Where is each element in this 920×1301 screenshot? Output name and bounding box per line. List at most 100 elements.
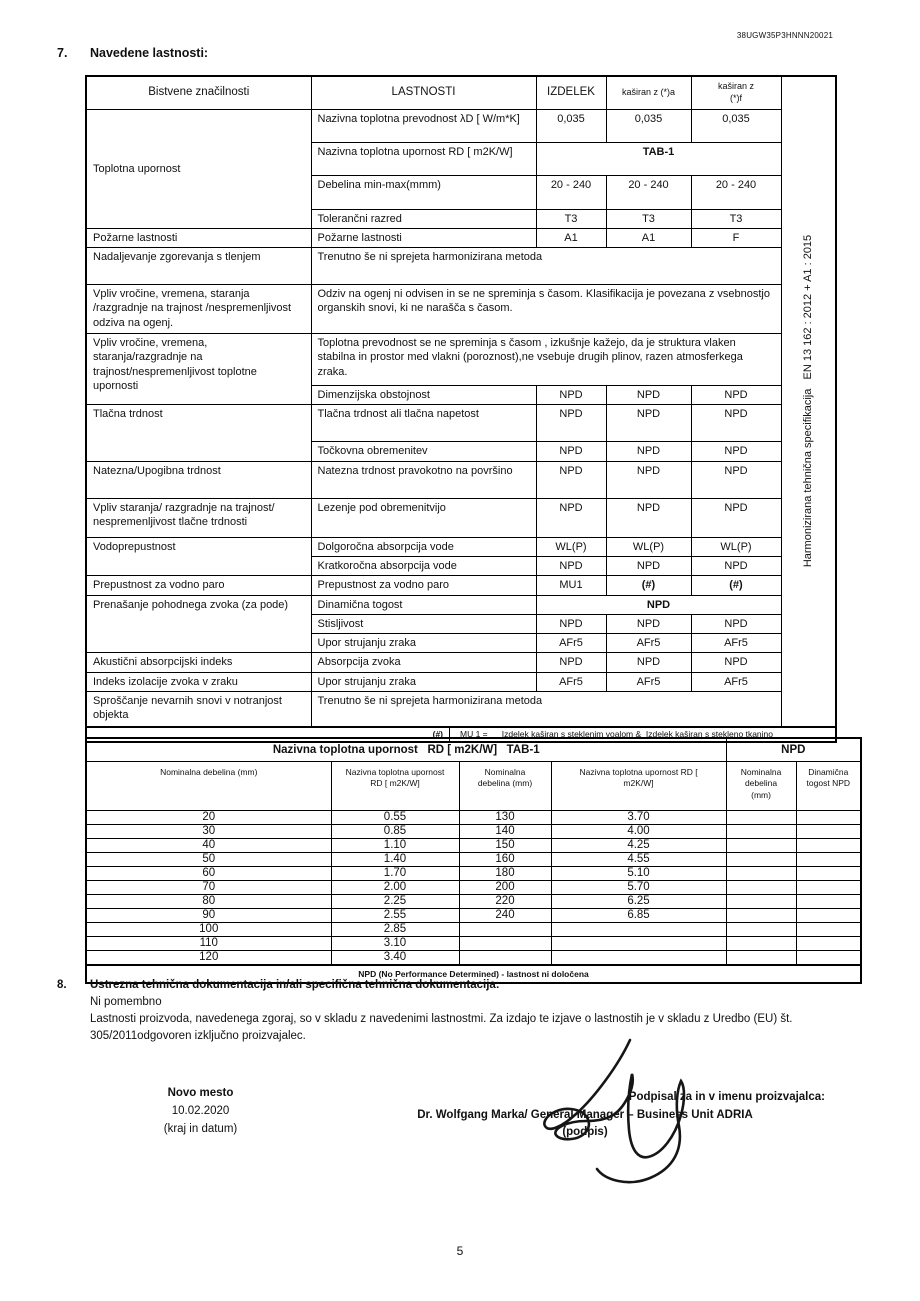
t2-header-resistance-1: Nazivna toplotna upornost RD [ m2K/W] xyxy=(330,761,460,811)
t2-cell xyxy=(725,936,797,951)
t1-label: Vpliv staranja/ razgradnje na trajnost/ … xyxy=(85,497,312,538)
t2-cell xyxy=(795,922,862,937)
section7-title: Navedene lastnosti: xyxy=(90,46,209,60)
t1-value: NPD xyxy=(690,460,782,499)
t2-cell: 3.70 xyxy=(550,810,727,825)
harmonised-spec-column: Harmonizirana tehnična specifikacija EN … xyxy=(780,75,837,728)
footnote-mark: (#) xyxy=(87,728,450,741)
t2-cell xyxy=(725,950,797,966)
t1-value: AFr5 xyxy=(690,633,782,654)
t2-cell xyxy=(458,922,552,937)
t1-value: 20 - 240 xyxy=(605,174,692,210)
t2-header-dynamic-stiffness: Dinamična togost NPD xyxy=(795,761,862,811)
t1-value: NPD xyxy=(535,404,607,443)
t2-cell xyxy=(795,852,862,867)
t2-cell: 5.10 xyxy=(550,866,727,881)
t2-header-thickness-2: Nominalna debelina (mm) xyxy=(458,761,552,811)
t1-value: 0,035 xyxy=(535,108,607,143)
t1-label: Natezna/Upogibna trdnost xyxy=(85,460,312,499)
t1-property: Dolgoročna absorpcija vode xyxy=(310,536,537,557)
t1-property: Natezna trdnost pravokotno na površino xyxy=(310,460,537,499)
t2-cell: 1.40 xyxy=(330,852,460,867)
t2-cell: 120 xyxy=(85,950,332,966)
t2-cell: 2.25 xyxy=(330,894,460,909)
t1-value: NPD xyxy=(535,497,607,538)
t2-cell xyxy=(795,866,862,881)
section8-title: Ustrezna tehnična dokumentacija in/ali s… xyxy=(90,979,500,991)
t2-title: Nazivna toplotna upornost RD [ m2K/W] TA… xyxy=(85,737,727,762)
t2-cell: 240 xyxy=(458,908,552,923)
t1-value: (#) xyxy=(605,575,692,596)
t2-title-npd: NPD xyxy=(725,737,862,762)
document-code: 38UGW35P3HNNN20021 xyxy=(736,31,833,40)
t2-cell: 100 xyxy=(85,922,332,937)
declared-performance-table: Bistvene značilnosti LASTNOSTI IZDELEK k… xyxy=(85,75,837,743)
t1-value: NPD xyxy=(535,613,607,635)
t1-value: NPD xyxy=(690,385,782,406)
t2-cell xyxy=(725,922,797,937)
t1-property: Tlačna trdnost ali tlačna napetost xyxy=(310,404,537,443)
t1-value: NPD xyxy=(535,441,607,462)
t1-value: T3 xyxy=(690,208,782,229)
t1-property: Točkovna obremenitev xyxy=(310,441,537,462)
t1-value: 20 - 240 xyxy=(690,174,782,210)
t1-value: MU1 xyxy=(535,575,607,596)
t1-value: NPD xyxy=(690,555,782,577)
section7-heading: 7. Navedene lastnosti: xyxy=(57,46,208,60)
t2-cell: 140 xyxy=(458,824,552,839)
t2-cell xyxy=(795,880,862,895)
t1-header-faced-f: kaširan z (*)f xyxy=(690,75,782,110)
t1-note: Trenutno še ni sprejeta harmonizirana me… xyxy=(310,691,782,728)
t2-cell: 30 xyxy=(85,824,332,839)
section7-number: 7. xyxy=(57,46,68,60)
t1-property: Nazivna toplotna upornost RD [ m2K/W] xyxy=(310,141,537,176)
t2-header-resistance-2: Nazivna toplotna upornost RD [ m2K/W] xyxy=(550,761,727,811)
signature-place-block: Novo mesto 10.02.2020 (kraj in datum) xyxy=(128,1084,273,1138)
t2-cell: 70 xyxy=(85,880,332,895)
t2-header-thickness-1: Nominalna debelina (mm) xyxy=(85,761,332,811)
t2-cell: 40 xyxy=(85,838,332,853)
t2-cell: 6.85 xyxy=(550,908,727,923)
t2-cell: 6.25 xyxy=(550,894,727,909)
t1-label: Prenašanje pohodnega zvoka (za pode) xyxy=(85,594,312,654)
t1-label: Indeks izolacije zvoka v zraku xyxy=(85,671,312,693)
t1-value-tab1: TAB-1 xyxy=(535,141,782,176)
t2-cell xyxy=(550,950,727,966)
t2-cell: 160 xyxy=(458,852,552,867)
t1-header-faced-a: kaširan z (*)a xyxy=(605,75,692,110)
t1-property: Upor strujanju zraka xyxy=(310,633,537,654)
t1-value: WL(P) xyxy=(535,536,607,557)
t2-cell xyxy=(725,852,797,867)
t1-value: T3 xyxy=(605,208,692,229)
t1-property: Požarne lastnosti xyxy=(310,227,537,249)
t1-property: Absorpcija zvoka xyxy=(310,652,537,673)
t1-value: NPD xyxy=(605,555,692,577)
t1-value: NPD xyxy=(605,385,692,406)
t1-note: Trenutno še ni sprejeta harmonizirana me… xyxy=(310,247,782,286)
t1-value: AFr5 xyxy=(535,633,607,654)
t2-cell: 110 xyxy=(85,936,332,951)
t2-cell xyxy=(795,810,862,825)
t1-value: T3 xyxy=(535,208,607,229)
t1-label: Tlačna trdnost xyxy=(85,404,312,462)
t1-property: Debelina min-max(mmm) xyxy=(310,174,537,210)
t1-note: Odziv na ogenj ni odvisen in se ne sprem… xyxy=(310,284,782,335)
t1-value: NPD xyxy=(535,652,607,673)
t2-cell xyxy=(795,824,862,839)
t2-cell: 2.00 xyxy=(330,880,460,895)
t2-cell: 4.00 xyxy=(550,824,727,839)
t1-property: Upor strujanju zraka xyxy=(310,671,537,693)
t2-cell: 4.55 xyxy=(550,852,727,867)
t1-value: NPD xyxy=(605,652,692,673)
section8-number: 8. xyxy=(57,979,67,991)
t2-cell: 5.70 xyxy=(550,880,727,895)
t2-footer-note: NPD (No Performance Determined) - lastno… xyxy=(84,964,863,984)
t1-value-npd: NPD xyxy=(535,594,782,615)
t1-value: NPD xyxy=(605,441,692,462)
t1-label: Nadaljevanje zgorevanja s tlenjem xyxy=(85,247,312,286)
t1-value: AFr5 xyxy=(535,671,607,693)
t2-cell xyxy=(725,894,797,909)
t2-cell xyxy=(725,810,797,825)
section8-line1: Ni pomembno xyxy=(90,996,162,1008)
